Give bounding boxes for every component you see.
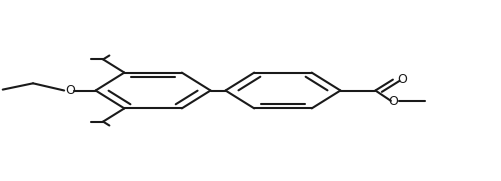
Text: O: O: [66, 84, 76, 97]
Text: O: O: [388, 95, 398, 108]
Text: O: O: [397, 73, 407, 86]
